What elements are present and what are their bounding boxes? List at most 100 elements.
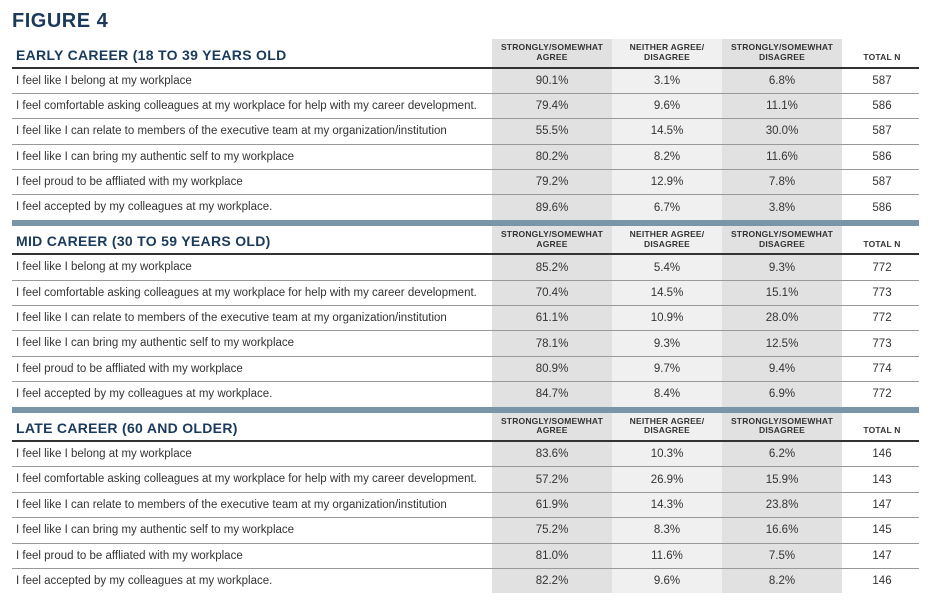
cell: 26.9%	[612, 467, 722, 491]
cell: 79.2%	[492, 170, 612, 194]
row-label: I feel proud to be affliated with my wor…	[12, 357, 492, 381]
row-label: I feel like I can relate to members of t…	[12, 119, 492, 143]
column-header: TOTAL N	[842, 236, 922, 254]
column-header: STRONGLY/SOMEWHAT DISAGREE	[722, 226, 842, 254]
cell: 75.2%	[492, 518, 612, 542]
cell: 145	[842, 518, 922, 542]
cell: 6.8%	[722, 69, 842, 93]
cell: 55.5%	[492, 119, 612, 143]
table-row: I feel accepted by my colleagues at my w…	[12, 195, 919, 219]
cell: 5.4%	[612, 255, 722, 279]
row-label: I feel like I can bring my authentic sel…	[12, 518, 492, 542]
cell: 23.8%	[722, 493, 842, 517]
section-title: LATE CAREER (60 AND OLDER)	[12, 414, 492, 440]
cell: 8.4%	[612, 382, 722, 406]
column-header: STRONGLY/SOMEWHAT AGREE	[492, 39, 612, 67]
cell: 11.6%	[612, 544, 722, 568]
cell: 772	[842, 382, 922, 406]
section: EARLY CAREER (18 TO 39 YEARS OLDSTRONGLY…	[12, 39, 919, 220]
cell: 81.0%	[492, 544, 612, 568]
column-header: STRONGLY/SOMEWHAT DISAGREE	[722, 39, 842, 67]
cell: 11.6%	[722, 145, 842, 169]
row-label: I feel like I can relate to members of t…	[12, 493, 492, 517]
section-header-row: LATE CAREER (60 AND OLDER)STRONGLY/SOMEW…	[12, 407, 919, 441]
cell: 8.2%	[722, 569, 842, 593]
cell: 89.6%	[492, 195, 612, 219]
cell: 14.5%	[612, 281, 722, 305]
cell: 586	[842, 195, 922, 219]
cell: 146	[842, 442, 922, 466]
cell: 147	[842, 493, 922, 517]
row-label: I feel like I belong at my workplace	[12, 69, 492, 93]
cell: 146	[842, 569, 922, 593]
cell: 6.2%	[722, 442, 842, 466]
cell: 773	[842, 331, 922, 355]
cell: 8.2%	[612, 145, 722, 169]
row-label: I feel accepted by my colleagues at my w…	[12, 569, 492, 593]
cell: 79.4%	[492, 94, 612, 118]
cell: 15.1%	[722, 281, 842, 305]
table-row: I feel like I belong at my workplace83.6…	[12, 442, 919, 467]
table-row: I feel proud to be affliated with my wor…	[12, 170, 919, 195]
cell: 7.5%	[722, 544, 842, 568]
cell: 85.2%	[492, 255, 612, 279]
row-label: I feel like I belong at my workplace	[12, 255, 492, 279]
section-title: EARLY CAREER (18 TO 39 YEARS OLD	[12, 41, 492, 67]
cell: 78.1%	[492, 331, 612, 355]
cell: 587	[842, 170, 922, 194]
cell: 6.9%	[722, 382, 842, 406]
cell: 70.4%	[492, 281, 612, 305]
cell: 80.2%	[492, 145, 612, 169]
cell: 3.1%	[612, 69, 722, 93]
table-row: I feel accepted by my colleagues at my w…	[12, 382, 919, 406]
cell: 10.3%	[612, 442, 722, 466]
cell: 9.6%	[612, 94, 722, 118]
column-header: STRONGLY/SOMEWHAT AGREE	[492, 413, 612, 441]
cell: 772	[842, 306, 922, 330]
cell: 6.7%	[612, 195, 722, 219]
table-row: I feel like I can bring my authentic sel…	[12, 518, 919, 543]
table-row: I feel comfortable asking colleagues at …	[12, 281, 919, 306]
table-row: I feel like I can bring my authentic sel…	[12, 331, 919, 356]
cell: 61.9%	[492, 493, 612, 517]
cell: 587	[842, 119, 922, 143]
table-row: I feel comfortable asking colleagues at …	[12, 94, 919, 119]
cell: 30.0%	[722, 119, 842, 143]
cell: 12.9%	[612, 170, 722, 194]
row-label: I feel accepted by my colleagues at my w…	[12, 195, 492, 219]
cell: 61.1%	[492, 306, 612, 330]
row-label: I feel proud to be affliated with my wor…	[12, 170, 492, 194]
table-row: I feel like I can bring my authentic sel…	[12, 145, 919, 170]
column-header: TOTAL N	[842, 422, 922, 440]
cell: 57.2%	[492, 467, 612, 491]
row-label: I feel comfortable asking colleagues at …	[12, 467, 492, 491]
cell: 772	[842, 255, 922, 279]
row-label: I feel like I can bring my authentic sel…	[12, 145, 492, 169]
sections-container: EARLY CAREER (18 TO 39 YEARS OLDSTRONGLY…	[12, 39, 919, 593]
cell: 9.3%	[612, 331, 722, 355]
table-row: I feel comfortable asking colleagues at …	[12, 467, 919, 492]
cell: 90.1%	[492, 69, 612, 93]
row-label: I feel comfortable asking colleagues at …	[12, 281, 492, 305]
cell: 82.2%	[492, 569, 612, 593]
cell: 28.0%	[722, 306, 842, 330]
cell: 14.3%	[612, 493, 722, 517]
row-label: I feel accepted by my colleagues at my w…	[12, 382, 492, 406]
cell: 80.9%	[492, 357, 612, 381]
section-header-row: MID CAREER (30 TO 59 YEARS OLD)STRONGLY/…	[12, 220, 919, 254]
column-header: NEITHER AGREE/ DISAGREE	[612, 413, 722, 441]
figure-title: FIGURE 4	[12, 10, 919, 33]
column-header: NEITHER AGREE/ DISAGREE	[612, 39, 722, 67]
table-row: I feel like I belong at my workplace90.1…	[12, 69, 919, 94]
cell: 7.8%	[722, 170, 842, 194]
cell: 773	[842, 281, 922, 305]
table-row: I feel like I belong at my workplace85.2…	[12, 255, 919, 280]
table-row: I feel like I can relate to members of t…	[12, 493, 919, 518]
row-label: I feel like I belong at my workplace	[12, 442, 492, 466]
cell: 9.4%	[722, 357, 842, 381]
cell: 587	[842, 69, 922, 93]
cell: 16.6%	[722, 518, 842, 542]
section: LATE CAREER (60 AND OLDER)STRONGLY/SOMEW…	[12, 407, 919, 594]
column-header: NEITHER AGREE/ DISAGREE	[612, 226, 722, 254]
column-header: STRONGLY/SOMEWHAT AGREE	[492, 226, 612, 254]
